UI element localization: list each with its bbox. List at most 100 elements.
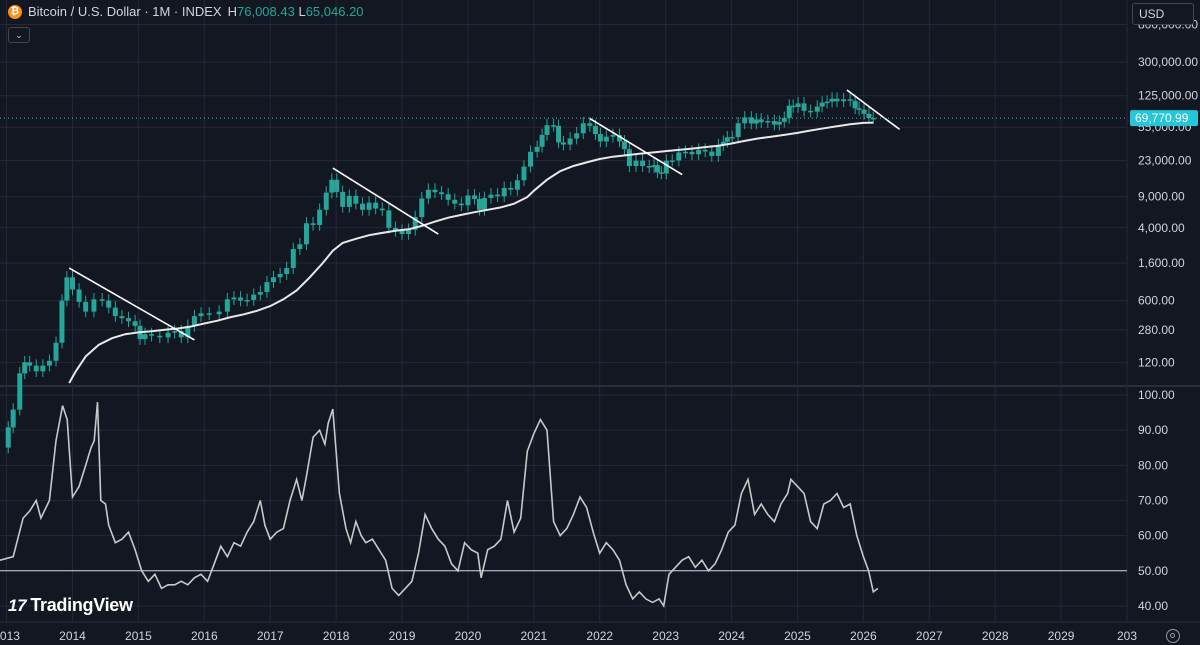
candle-body[interactable] — [561, 142, 566, 145]
candle-body[interactable] — [689, 151, 695, 155]
candle-body[interactable] — [303, 223, 309, 245]
candle-body[interactable] — [544, 125, 550, 135]
candle-body[interactable] — [53, 342, 59, 361]
candle-body[interactable] — [17, 373, 23, 410]
candle-body[interactable] — [771, 121, 777, 125]
candle-body[interactable] — [284, 268, 290, 274]
candle-body[interactable] — [847, 99, 853, 101]
candle-body[interactable] — [866, 113, 872, 118]
candle-body[interactable] — [597, 134, 603, 142]
candle-body[interactable] — [419, 198, 425, 217]
candle-body[interactable] — [621, 141, 627, 150]
candle-body[interactable] — [334, 179, 340, 192]
settings-icon[interactable] — [1166, 629, 1180, 643]
candle-body[interactable] — [702, 149, 708, 152]
candle-body[interactable] — [224, 299, 230, 312]
candle-body[interactable] — [406, 229, 412, 235]
candle-body[interactable] — [574, 133, 580, 139]
candle-body[interactable] — [432, 189, 438, 193]
candle-body[interactable] — [715, 145, 721, 156]
price-pane[interactable] — [0, 89, 1127, 454]
candle-body[interactable] — [781, 117, 787, 122]
candle-body[interactable] — [392, 227, 398, 231]
candle-body[interactable] — [819, 102, 825, 107]
candle-body[interactable] — [439, 192, 445, 195]
candle-body[interactable] — [488, 194, 494, 198]
symbol-header[interactable]: ₿ Bitcoin / U.S. Dollar · 1M · INDEX H76… — [8, 4, 364, 19]
candle-body[interactable] — [386, 210, 392, 228]
candle-body[interactable] — [676, 152, 682, 161]
candle-body[interactable] — [346, 195, 352, 207]
candle-body[interactable] — [277, 273, 283, 278]
candle-body[interactable] — [76, 289, 82, 302]
candle-body[interactable] — [587, 123, 593, 126]
candle-body[interactable] — [658, 172, 664, 174]
chevron-down-icon[interactable]: ⌄ — [8, 27, 30, 43]
candle-body[interactable] — [870, 117, 876, 120]
candle-body[interactable] — [40, 365, 46, 372]
candle-body[interactable] — [617, 134, 623, 142]
currency-button[interactable]: USD — [1132, 3, 1194, 25]
candle-body[interactable] — [290, 249, 296, 269]
candle-body[interactable] — [185, 325, 191, 338]
candle-body[interactable] — [795, 103, 801, 107]
candle-body[interactable] — [379, 208, 385, 211]
candle-body[interactable] — [178, 331, 184, 338]
candle-body[interactable] — [852, 100, 858, 109]
candle-body[interactable] — [551, 125, 557, 127]
candle-body[interactable] — [508, 187, 514, 190]
candle-body[interactable] — [501, 187, 507, 197]
candle-body[interactable] — [33, 365, 39, 372]
candle-body[interactable] — [458, 203, 464, 206]
candle-body[interactable] — [765, 121, 771, 123]
candle-body[interactable] — [742, 117, 748, 124]
candle-body[interactable] — [720, 141, 726, 146]
candle-body[interactable] — [271, 277, 277, 283]
candle-body[interactable] — [481, 197, 487, 210]
candle-body[interactable] — [359, 203, 365, 210]
candle-body[interactable] — [801, 103, 807, 111]
candle-body[interactable] — [340, 191, 346, 207]
candle-body[interactable] — [452, 199, 458, 204]
candle-body[interactable] — [528, 151, 534, 167]
candle-body[interactable] — [191, 316, 197, 326]
candle-body[interactable] — [157, 335, 163, 338]
candle-body[interactable] — [514, 180, 520, 190]
candle-body[interactable] — [829, 98, 835, 102]
candle-body[interactable] — [119, 316, 125, 319]
candle-body[interactable] — [861, 109, 867, 114]
candle-body[interactable] — [472, 195, 478, 199]
candle-body[interactable] — [83, 301, 89, 312]
candle-body[interactable] — [633, 160, 639, 167]
candle-body[interactable] — [841, 99, 847, 102]
candle-body[interactable] — [646, 166, 652, 168]
candle-body[interactable] — [735, 123, 741, 138]
candle-body[interactable] — [592, 125, 598, 135]
candle-body[interactable] — [238, 297, 244, 301]
candle-body[interactable] — [696, 149, 702, 155]
candle-body[interactable] — [231, 297, 237, 300]
candle-body[interactable] — [856, 108, 862, 110]
candle-body[interactable] — [412, 216, 418, 230]
oscillator-pane[interactable] — [0, 402, 1127, 609]
candle-body[interactable] — [112, 307, 118, 317]
candle-body[interactable] — [46, 360, 52, 366]
candle-body[interactable] — [465, 195, 471, 206]
candle-body[interactable] — [495, 194, 501, 197]
candle-body[interactable] — [521, 166, 527, 181]
candle-body[interactable] — [399, 230, 405, 235]
candle-body[interactable] — [729, 137, 735, 139]
candle-body[interactable] — [654, 165, 660, 173]
candle-body[interactable] — [814, 106, 820, 112]
candle-body[interactable] — [753, 119, 759, 124]
candle-body[interactable] — [709, 151, 715, 156]
candle-body[interactable] — [834, 98, 840, 102]
candle-body[interactable] — [126, 318, 132, 322]
candle-body[interactable] — [264, 282, 270, 293]
candle-body[interactable] — [567, 138, 573, 145]
candle-body[interactable] — [165, 332, 171, 338]
candle-body[interactable] — [317, 209, 323, 226]
candle-body[interactable] — [142, 334, 148, 340]
candle-body[interactable] — [91, 299, 97, 312]
